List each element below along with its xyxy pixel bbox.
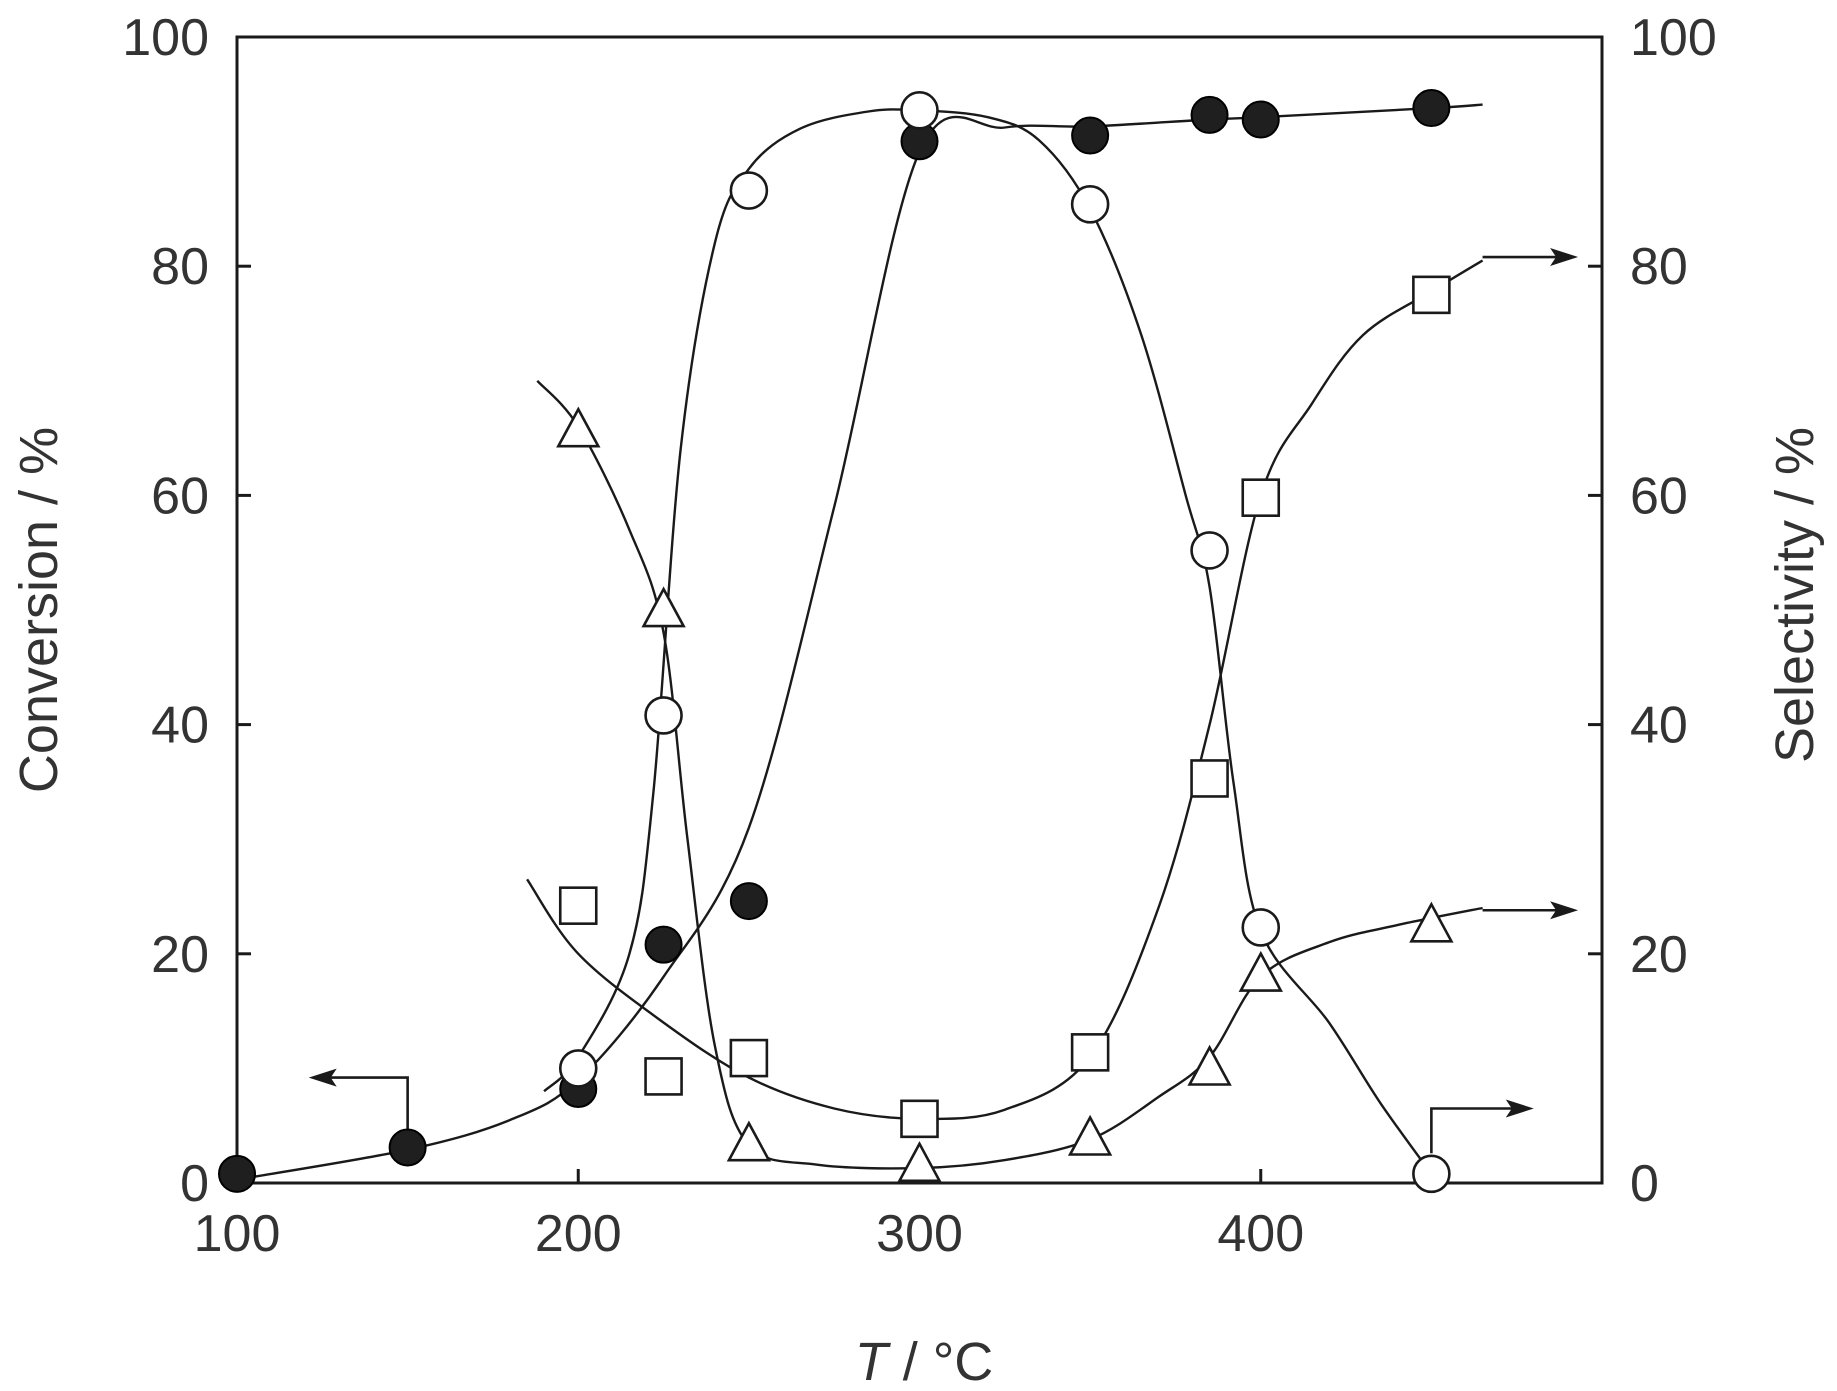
y-axis-title-right: Selectivity / % — [1765, 427, 1825, 763]
y-axis-title-left: Conversion / % — [9, 427, 69, 793]
conversion-curve — [236, 103, 1483, 1181]
selectivity-triangle-point — [641, 586, 686, 628]
y-tick-label-right: 60 — [1630, 467, 1688, 525]
axis-arrows — [308, 248, 1579, 1154]
x-tick-label: 100 — [194, 1205, 281, 1263]
x-axis-title: T / °C — [855, 1332, 994, 1391]
y-tick-label-left: 80 — [151, 238, 209, 296]
x-tick-label: 200 — [535, 1205, 622, 1263]
y-tick-label-left: 60 — [151, 467, 209, 525]
y-tick-label-left: 0 — [180, 1155, 209, 1213]
conversion-point — [1412, 89, 1451, 128]
selectivity-square-curve — [526, 259, 1484, 1121]
data-markers — [218, 89, 1454, 1194]
conversion-point — [1071, 116, 1110, 155]
y-tick-label-right: 40 — [1630, 697, 1688, 755]
ticks — [235, 35, 1602, 1185]
arrowhead-icon — [1550, 248, 1579, 266]
selectivity-triangle-point — [897, 1141, 942, 1183]
selectivity-square-point — [558, 886, 598, 925]
selectivity-triangle-point — [556, 406, 601, 448]
selectivity-square-point — [1070, 1033, 1110, 1072]
selectivity-square-point — [729, 1038, 769, 1078]
y-tick-label-right: 20 — [1630, 926, 1688, 984]
y-tick-label-left: 20 — [151, 926, 209, 984]
plot-frame — [235, 35, 1604, 1185]
conversion-point — [388, 1128, 427, 1167]
arrowhead-icon — [1550, 901, 1579, 920]
selectivity-triangle-point — [1187, 1044, 1232, 1086]
y-tick-label-left: 100 — [122, 9, 209, 67]
selectivity-circle-point — [1190, 531, 1229, 570]
conversion-point — [644, 925, 683, 964]
selectivity-square-point — [1412, 275, 1451, 315]
selectivity-circle-point — [644, 696, 683, 735]
conversion-point — [1190, 95, 1229, 134]
x-tick-label: 300 — [876, 1205, 963, 1263]
selectivity-triangle-point — [726, 1120, 772, 1162]
selectivity-circle-point — [1412, 1154, 1451, 1194]
arrowhead-icon — [1505, 1099, 1534, 1118]
conversion-point — [218, 1154, 256, 1193]
selectivity-circle-point — [558, 1049, 598, 1088]
arrow-shaft — [314, 1076, 409, 1132]
selectivity-square-point — [644, 1057, 683, 1096]
fitted-curves — [236, 103, 1484, 1181]
selectivity-circle-point — [1070, 185, 1110, 224]
selectivity-circle-point — [1241, 908, 1281, 947]
tick-labels: 100 200 300 400 0 0 20 20 40 40 60 60 80 80 100 100 — [122, 9, 1717, 1263]
selectivity-triangle-point — [1067, 1114, 1113, 1156]
x-tick-label: 400 — [1217, 1205, 1304, 1263]
arrow-to-right-axis-triangle — [1482, 901, 1579, 920]
y-tick-label-right: 100 — [1630, 9, 1717, 67]
selectivity-square-point — [900, 1099, 939, 1139]
selectivity-triangle-point — [1409, 901, 1454, 943]
conversion-point — [1241, 100, 1280, 139]
y-tick-label-left: 40 — [151, 697, 209, 755]
selectivity-triangle-curve — [536, 379, 1483, 1170]
conversion-point — [729, 882, 768, 921]
y-tick-label-right: 80 — [1630, 238, 1688, 296]
selectivity-circle-point — [729, 171, 769, 210]
arrowhead-icon — [308, 1068, 337, 1087]
selectivity-square-point — [1241, 478, 1281, 517]
selectivity-circle-point — [900, 91, 939, 130]
selectivity-square-point — [1190, 759, 1229, 798]
arrow-to-right-axis-square — [1482, 248, 1579, 266]
arrow-to-right-axis-open-circle — [1430, 1099, 1534, 1154]
selectivity-circle-curve — [543, 108, 1433, 1175]
selectivity-triangle-point — [1238, 950, 1283, 992]
y-tick-label-right: 0 — [1630, 1155, 1659, 1213]
arrow-to-left-axis — [308, 1068, 409, 1132]
arrow-shaft — [1430, 1107, 1528, 1154]
